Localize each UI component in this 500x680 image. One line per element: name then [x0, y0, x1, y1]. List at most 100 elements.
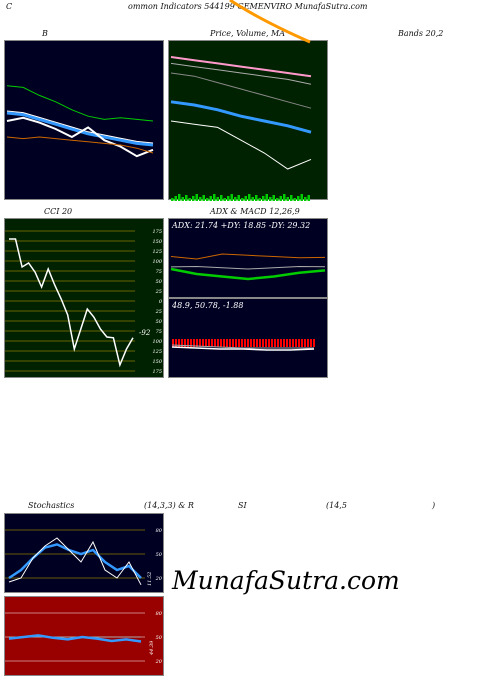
macd-histogram-bar	[214, 339, 216, 347]
volume-bar	[244, 196, 247, 201]
macd-histogram-bar	[223, 339, 225, 347]
macd-histogram-bar	[241, 339, 243, 347]
panel-label-stoch-e: )	[432, 501, 436, 510]
macd-histogram-bar	[217, 339, 219, 347]
stoch-d-line	[8, 543, 142, 580]
adx-readout: ADX: 21.74 +DY: 18.85 -DY: 29.32	[172, 221, 311, 230]
macd-histogram-bar	[313, 339, 315, 347]
macd-line	[171, 346, 315, 351]
price-ma-blue-line	[170, 100, 312, 134]
macd-histogram-bar	[265, 339, 267, 347]
volume-bar	[192, 196, 195, 201]
macd-histogram-bar	[295, 339, 297, 347]
volume-bar	[262, 196, 265, 201]
watermark: MunafaSutra.com	[172, 566, 400, 595]
volume-bar	[195, 194, 198, 201]
bands-lower-line	[6, 136, 154, 154]
rsi-tick-label: 20	[155, 659, 163, 665]
orange-ma-overlay-line	[229, 0, 311, 44]
cci-svg: 175 150 125 100 75 50 25 0 25 50 75 100 125 150 175 -92	[5, 229, 163, 375]
volume-bar	[286, 197, 289, 201]
panel-label-bands: Bands 20,2	[398, 29, 444, 38]
volume-bar	[297, 196, 300, 201]
cci-tick-label: 125	[152, 349, 162, 355]
cci-tick-label: 75	[156, 329, 162, 335]
adx-plus-dy-line	[170, 267, 326, 281]
header-overlay-svg	[229, 0, 311, 44]
rsi-tick-label: 50	[156, 635, 163, 641]
macd-histogram-bar	[175, 339, 177, 347]
macd-svg	[171, 339, 315, 351]
stoch-tick-label: 80	[156, 528, 163, 534]
macd-histogram-bar	[244, 339, 246, 347]
stoch-tick-label: 20	[155, 576, 163, 582]
volume-bar	[174, 196, 177, 201]
macd-histogram-bar	[253, 339, 255, 347]
page-title: ommon Indicators 544199 GEMENVIRO Munafa…	[128, 2, 368, 11]
rsi-tick-label: 80	[156, 611, 163, 617]
volume-bar	[171, 198, 174, 201]
rsi-panel: 80 50 20 44.39	[4, 596, 164, 676]
macd-histogram-bar	[184, 339, 186, 347]
cci-tick-label: 175	[152, 229, 162, 235]
macd-histogram-bar	[268, 339, 270, 347]
volume-bar	[234, 197, 237, 201]
volume-bar	[283, 194, 286, 201]
macd-histogram-bar	[220, 339, 222, 347]
bands-upper-line	[6, 85, 154, 122]
cci-tick-label: 25	[155, 309, 162, 315]
volume-bar	[241, 198, 244, 201]
macd-histogram-bar	[301, 339, 303, 347]
macd-histogram-bar	[187, 339, 189, 347]
macd-histogram-bar	[310, 339, 312, 347]
macd-histogram-bar	[193, 339, 195, 347]
volume-bar	[206, 198, 209, 201]
volume-bar	[269, 197, 272, 201]
volume-bar	[216, 197, 219, 201]
volume-bar	[227, 196, 230, 201]
volume-bar	[202, 195, 205, 201]
macd-histogram-bar	[208, 339, 210, 347]
macd-readout: 48.9, 50.78, -1.88	[172, 301, 244, 310]
stoch-panel: 80 50 20 11.52	[4, 513, 164, 593]
macd-histogram-bar	[304, 339, 306, 347]
volume-bar	[255, 195, 258, 201]
cci-panel: 175 150 125 100 75 50 25 0 25 50 75 100 125 150 175 -92	[4, 218, 164, 378]
macd-histogram-bar	[277, 339, 279, 347]
volume-bar	[178, 194, 181, 201]
volume-bar	[251, 197, 254, 201]
panel-label-stoch-b: (14,3,3) & R	[144, 501, 194, 510]
rsi-value-label: 44.39	[149, 640, 155, 656]
panel-label-adx: ADX & MACD 12,26,9	[210, 207, 300, 216]
macd-histogram-bar	[307, 339, 309, 347]
volume-bar	[290, 195, 293, 201]
panel-label-stoch-d: (14,5	[326, 501, 347, 510]
volume-bar	[276, 198, 279, 201]
macd-histogram-bar	[226, 339, 228, 347]
volume-bar	[188, 198, 191, 201]
cci-tick-label: 50	[156, 319, 163, 325]
macd-histogram-bar	[250, 339, 252, 347]
bands-svg	[6, 85, 154, 158]
panel-label-price: Price, Volume, MA	[210, 29, 286, 38]
bands-price-line	[6, 116, 154, 158]
price-close-line	[170, 120, 312, 170]
cci-tick-label: 100	[152, 259, 162, 265]
volume-bar	[213, 194, 216, 201]
price-ma-pink-line	[170, 56, 312, 78]
volume-bar	[293, 198, 296, 201]
macd-histogram-bar	[172, 339, 174, 347]
macd-histogram-bar	[256, 339, 258, 347]
bands-panel	[4, 40, 164, 200]
volume-bar	[279, 196, 282, 201]
volume-bar	[237, 195, 240, 201]
macd-histogram-bar	[298, 339, 300, 347]
macd-histogram-bar	[211, 339, 213, 347]
panel-label-stoch-c: SI	[238, 501, 247, 510]
cci-tick-label: 50	[156, 279, 163, 285]
price-ma-gray-line	[170, 62, 312, 85]
panel-label-cci: CCI 20	[44, 207, 73, 216]
macd-histogram-bar	[286, 339, 288, 347]
